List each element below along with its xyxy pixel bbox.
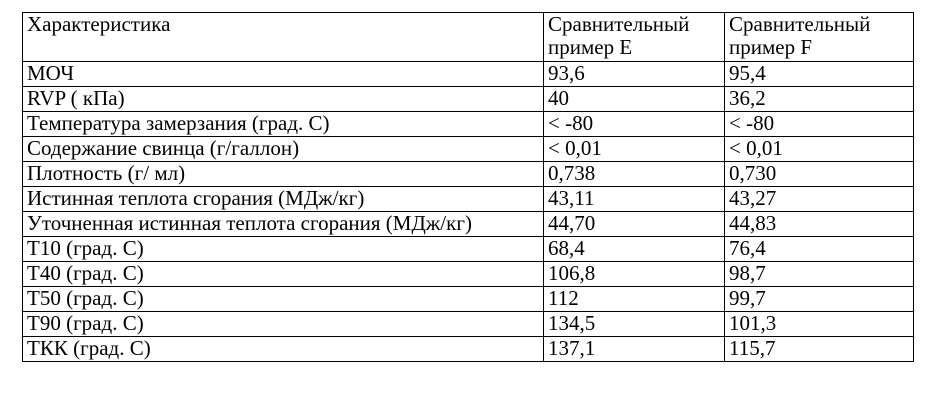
header-characteristic: Характеристика bbox=[22, 12, 544, 62]
cell-example-f: 99,7 bbox=[724, 286, 914, 312]
cell-characteristic: Истинная теплота сгорания (МДж/кг) bbox=[22, 186, 544, 212]
cell-example-f: < -80 bbox=[724, 111, 914, 137]
cell-example-f: 95,4 bbox=[724, 61, 914, 87]
cell-example-e: < -80 bbox=[543, 111, 725, 137]
cell-characteristic: T50 (град. С) bbox=[22, 286, 544, 312]
cell-example-e: 40 bbox=[543, 86, 725, 112]
table-row: T40 (град. С) 106,8 98,7 bbox=[22, 261, 914, 287]
cell-example-f: 36,2 bbox=[724, 86, 914, 112]
table-row: Температура замерзания (град. С) < -80 < -… bbox=[22, 111, 914, 137]
cell-characteristic: T10 (град. С) bbox=[22, 236, 544, 262]
cell-characteristic: T90 (град. С) bbox=[22, 311, 544, 337]
cell-characteristic: Уточненная истинная теплота сгорания (МД… bbox=[22, 211, 544, 237]
cell-characteristic: Температура замерзания (град. С) bbox=[22, 111, 544, 137]
cell-characteristic: T40 (град. С) bbox=[22, 261, 544, 287]
table-row: ТКК (град. С) 137,1 115,7 bbox=[22, 336, 914, 362]
properties-table: Характеристика Сравнительный пример E Ср… bbox=[22, 12, 914, 362]
cell-example-e: 112 bbox=[543, 286, 725, 312]
cell-example-f: 0,730 bbox=[724, 161, 914, 187]
cell-example-e: 68,4 bbox=[543, 236, 725, 262]
cell-example-e: < 0,01 bbox=[543, 136, 725, 162]
cell-characteristic: МОЧ bbox=[22, 61, 544, 87]
header-example-e: Сравнительный пример E bbox=[543, 12, 725, 62]
cell-characteristic: Содержание свинца (г/галлон) bbox=[22, 136, 544, 162]
cell-example-e: 0,738 bbox=[543, 161, 725, 187]
cell-example-f: < 0,01 bbox=[724, 136, 914, 162]
cell-example-e: 93,6 bbox=[543, 61, 725, 87]
cell-characteristic: RVP ( кПа) bbox=[22, 86, 544, 112]
table-row: T90 (град. С) 134,5 101,3 bbox=[22, 311, 914, 337]
cell-example-e: 43,11 bbox=[543, 186, 725, 212]
cell-example-e: 137,1 bbox=[543, 336, 725, 362]
table-row: T10 (град. С) 68,4 76,4 bbox=[22, 236, 914, 262]
cell-example-f: 76,4 bbox=[724, 236, 914, 262]
table-row: RVP ( кПа) 40 36,2 bbox=[22, 86, 914, 112]
table-row: Содержание свинца (г/галлон) < 0,01 < 0,01 bbox=[22, 136, 914, 162]
cell-example-f: 115,7 bbox=[724, 336, 914, 362]
document-page: Характеристика Сравнительный пример E Ср… bbox=[22, 12, 914, 362]
cell-example-f: 98,7 bbox=[724, 261, 914, 287]
cell-example-f: 101,3 bbox=[724, 311, 914, 337]
header-example-f: Сравнительный пример F bbox=[724, 12, 914, 62]
table-header-row: Характеристика Сравнительный пример E Ср… bbox=[22, 12, 914, 62]
table-row: Плотность (г/ мл) 0,738 0,730 bbox=[22, 161, 914, 187]
cell-example-e: 106,8 bbox=[543, 261, 725, 287]
cell-example-e: 134,5 bbox=[543, 311, 725, 337]
table-row: T50 (град. С) 112 99,7 bbox=[22, 286, 914, 312]
cell-example-f: 44,83 bbox=[724, 211, 914, 237]
table-row: МОЧ 93,6 95,4 bbox=[22, 61, 914, 87]
cell-characteristic: ТКК (град. С) bbox=[22, 336, 544, 362]
table-row: Уточненная истинная теплота сгорания (МД… bbox=[22, 211, 914, 237]
cell-example-f: 43,27 bbox=[724, 186, 914, 212]
table-row: Истинная теплота сгорания (МДж/кг) 43,11 4… bbox=[22, 186, 914, 212]
cell-example-e: 44,70 bbox=[543, 211, 725, 237]
cell-characteristic: Плотность (г/ мл) bbox=[22, 161, 544, 187]
